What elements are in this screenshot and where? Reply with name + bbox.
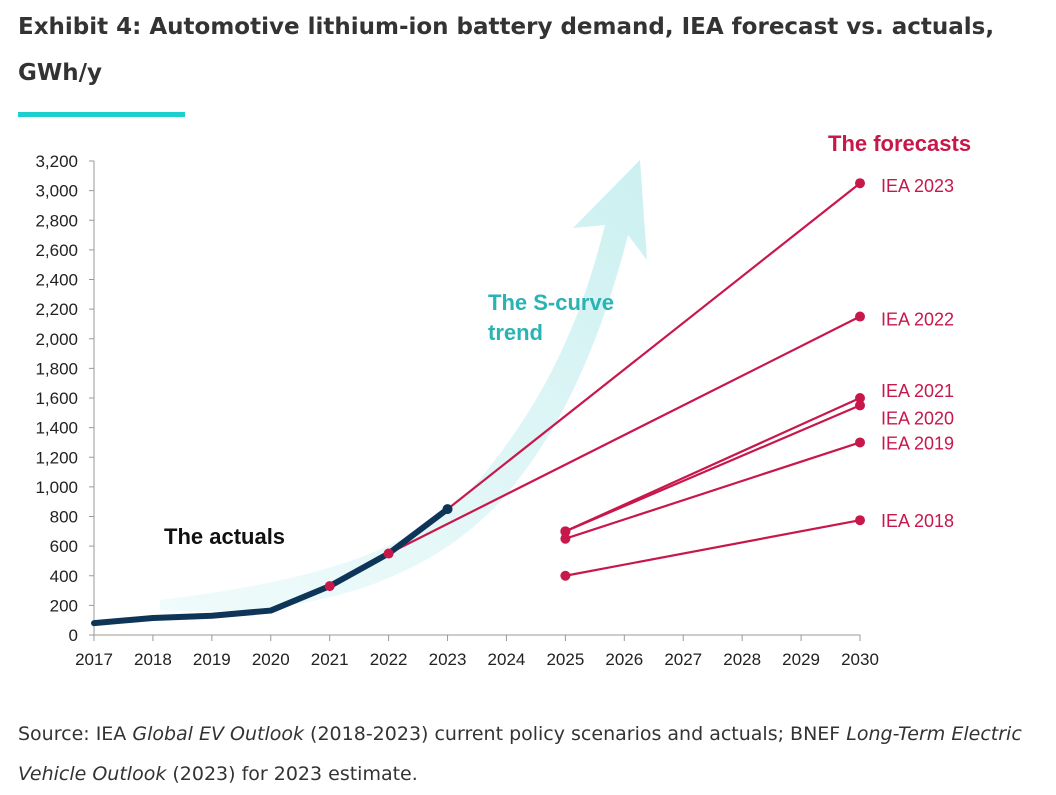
source-title-global-ev-outlook: Global EV Outlook xyxy=(132,723,305,745)
x-tick-label: 2018 xyxy=(134,650,172,669)
forecast-point-iea-2019 xyxy=(560,533,571,544)
forecasts-heading: The forecasts xyxy=(828,131,971,156)
x-tick-label: 2017 xyxy=(75,650,113,669)
forecast-label-iea-2018: IEA 2018 xyxy=(881,511,954,531)
actuals-label: The actuals xyxy=(164,524,285,549)
y-tick-label: 600 xyxy=(50,537,78,556)
x-tick-label: 2025 xyxy=(546,650,584,669)
forecast-point-iea-2023 xyxy=(855,178,865,189)
y-tick-label: 2,800 xyxy=(35,211,78,230)
s-curve-trend-arrow xyxy=(160,160,647,612)
battery-demand-chart: 0 200 400 600 800 1,000 1,200 1,400 1,600 1,800 2,… xyxy=(35,131,971,669)
forecast-point-iea-2019 xyxy=(855,437,865,448)
y-tick-label: 2,200 xyxy=(35,300,78,319)
page-title: Exhibit 4: Automotive lithium-ion batter… xyxy=(18,14,995,86)
actuals-point-2021 xyxy=(324,581,335,592)
forecast-line-iea-2018 xyxy=(565,519,861,577)
forecast-point-iea-2022 xyxy=(855,311,865,322)
forecast-label-iea-2023: IEA 2023 xyxy=(881,176,954,196)
forecast-label-iea-2020: IEA 2020 xyxy=(881,408,954,428)
source-middle: (2018-2023) current policy scenarios and… xyxy=(304,723,847,745)
s-curve-label-line2: trend xyxy=(488,320,543,345)
y-tick-label: 2,000 xyxy=(35,330,78,349)
source-suffix: (2023) for 2023 estimate. xyxy=(166,763,418,785)
x-tick-label: 2028 xyxy=(723,650,761,669)
y-tick-label: 1,800 xyxy=(35,359,78,378)
x-tick-label: 2020 xyxy=(252,650,290,669)
forecast-label-iea-2019: IEA 2019 xyxy=(881,433,954,453)
y-tick-label: 800 xyxy=(50,508,78,527)
y-tick-label: 3,000 xyxy=(35,182,78,201)
y-tick-label: 2,600 xyxy=(35,241,78,260)
title-accent-bar xyxy=(18,112,185,117)
x-tick-label: 2023 xyxy=(429,650,467,669)
forecast-line-iea-2019 xyxy=(565,441,861,540)
x-tick-label: 2026 xyxy=(605,650,643,669)
x-tick-label: 2022 xyxy=(370,650,408,669)
forecast-line-iea-2020 xyxy=(564,404,861,533)
source-title-bnef-outlook: Long-Term Electric Vehicle Outlook xyxy=(18,723,1022,785)
forecast-line-iea-2022 xyxy=(388,315,861,555)
forecast-point-iea-2018 xyxy=(855,515,865,526)
y-tick-label: 400 xyxy=(50,567,78,586)
forecast-point-iea-2022 xyxy=(383,548,394,559)
x-tick-label: 2029 xyxy=(782,650,820,669)
y-tick-label: 1,000 xyxy=(35,478,78,497)
source-prefix: Source: IEA xyxy=(18,723,133,745)
actuals-endpoint-2023 xyxy=(442,504,453,515)
y-tick-label: 0 xyxy=(69,626,78,645)
x-tick-label: 2021 xyxy=(311,650,349,669)
y-tick-label: 2,400 xyxy=(35,271,78,290)
y-tick-label: 3,200 xyxy=(35,152,78,171)
forecast-point-iea-2020 xyxy=(855,400,865,411)
x-tick-label: 2030 xyxy=(841,650,879,669)
x-tick-label: 2027 xyxy=(664,650,702,669)
forecast-label-iea-2021: IEA 2021 xyxy=(881,381,954,401)
forecast-line-iea-2021 xyxy=(564,396,861,533)
forecast-point-iea-2020 xyxy=(560,526,571,537)
x-tick-label: 2019 xyxy=(193,650,231,669)
forecast-point-iea-2021 xyxy=(855,393,865,403)
forecast-point-iea-2018 xyxy=(560,570,571,581)
x-tick-label: 2024 xyxy=(488,650,526,669)
forecast-line-iea-2023 xyxy=(446,182,861,510)
y-tick-label: 1,600 xyxy=(35,389,78,408)
forecast-label-iea-2022: IEA 2022 xyxy=(881,310,954,330)
y-tick-label: 200 xyxy=(50,596,78,615)
s-curve-label-line1: The S-curve xyxy=(488,290,614,315)
y-tick-label: 1,200 xyxy=(35,448,78,467)
y-tick-label: 1,400 xyxy=(35,419,78,438)
source-note: Source: IEA Global EV Outlook (2018-2023… xyxy=(18,714,1038,794)
